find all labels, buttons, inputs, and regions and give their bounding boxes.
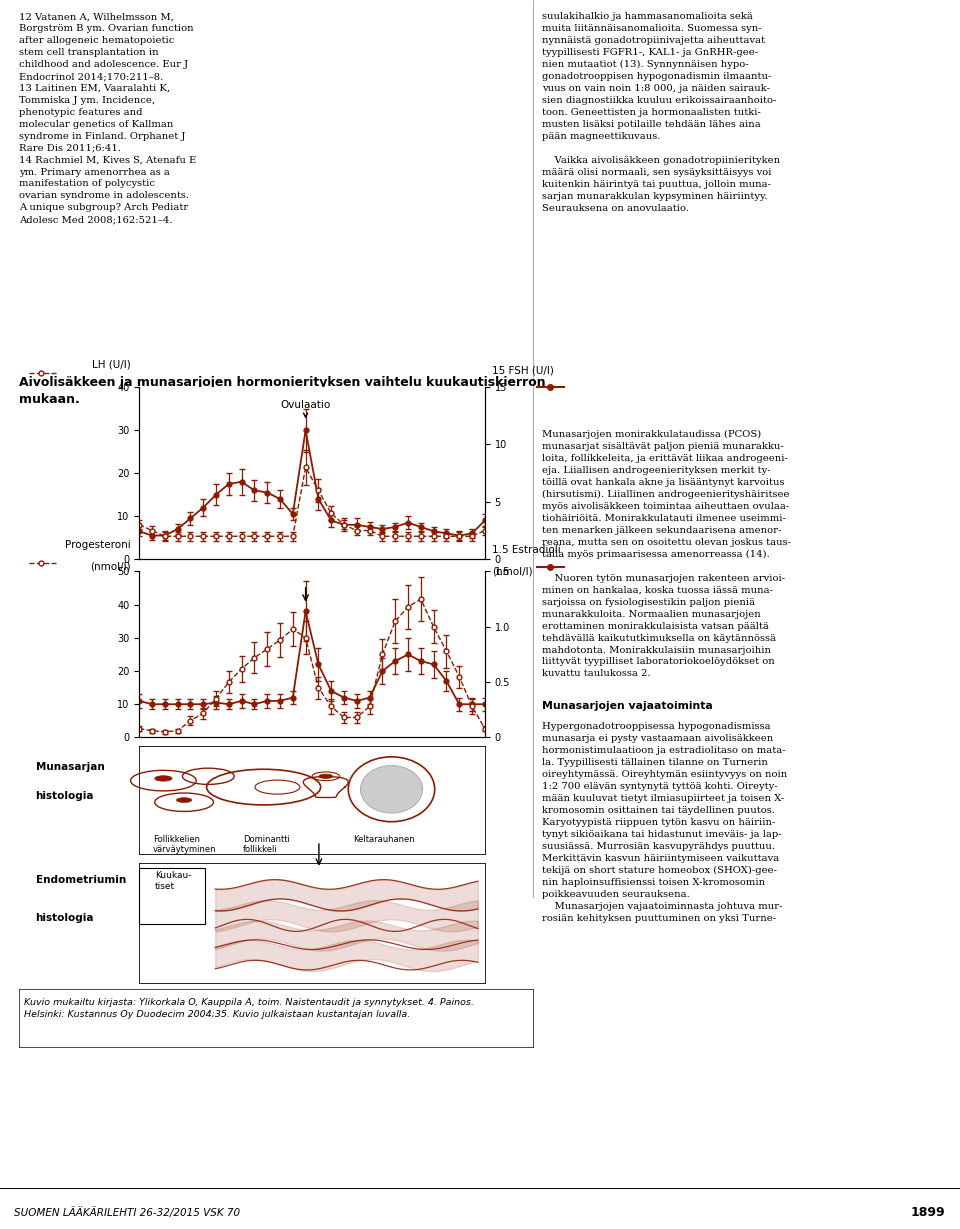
Text: 1.5 Estradioli: 1.5 Estradioli (492, 544, 561, 556)
FancyBboxPatch shape (139, 868, 204, 924)
Text: Munasarjojen monirakkulataudissa (PCOS)
munasarjat sisältävät paljon pieniä muna: Munasarjojen monirakkulataudissa (PCOS) … (542, 430, 791, 678)
Text: 12 Vatanen A, Wilhelmsson M,
Borgström B ym. Ovarian function
after allogeneic h: 12 Vatanen A, Wilhelmsson M, Borgström B… (19, 12, 197, 224)
Circle shape (177, 798, 192, 803)
Text: 15 FSH (U/l): 15 FSH (U/l) (492, 365, 554, 375)
Text: SUOMEN LÄÄKÄRILEHTI 26-32/2015 VSK 70: SUOMEN LÄÄKÄRILEHTI 26-32/2015 VSK 70 (14, 1207, 241, 1218)
Text: Hypergonadotrooppisessa hypogonadismissa
munasarja ei pysty vastaamaan aivolisäk: Hypergonadotrooppisessa hypogonadismissa… (542, 723, 787, 923)
Text: Keltarauhanen: Keltarauhanen (353, 834, 415, 843)
Text: Progesteroni: Progesteroni (65, 540, 131, 549)
Text: suulakihalkio ja hammasanomalioita sekä
muita liitännäisanomalioita. Suomessa sy: suulakihalkio ja hammasanomalioita sekä … (542, 12, 780, 213)
Text: Endometriumin: Endometriumin (36, 875, 126, 885)
Text: Munasarjojen vajaatoiminta: Munasarjojen vajaatoiminta (542, 701, 713, 710)
Text: Ovulaatio: Ovulaatio (280, 401, 331, 417)
Text: (nmol/l): (nmol/l) (90, 562, 131, 571)
Circle shape (319, 774, 333, 778)
Circle shape (155, 775, 172, 782)
Ellipse shape (360, 766, 422, 814)
Text: LH (U/l): LH (U/l) (92, 360, 131, 370)
Text: Aivolisäkkeen ja munasarjojen hormonierityksen vaihtelu kuukautiskierron
mukaan.: Aivolisäkkeen ja munasarjojen hormonieri… (19, 376, 546, 406)
Text: Kuvio mukailtu kirjasta: Ylikorkala O, Kauppila A, toim. Naistentaudit ja synnyt: Kuvio mukailtu kirjasta: Ylikorkala O, K… (24, 998, 474, 1019)
Text: histologia: histologia (36, 913, 94, 923)
Text: Dominantti
follikkeli: Dominantti follikkeli (243, 834, 290, 854)
Text: Kuukau-
tiset: Kuukau- tiset (156, 871, 192, 891)
Text: KUVA 2.: KUVA 2. (27, 355, 80, 367)
Text: histologia: histologia (36, 791, 94, 801)
Text: Follikkelien
värväytyminen: Follikkelien värväytyminen (153, 834, 217, 854)
Text: Munasarjan: Munasarjan (36, 762, 105, 772)
Text: 1899: 1899 (911, 1206, 946, 1219)
Text: (nmol/l): (nmol/l) (492, 567, 533, 576)
